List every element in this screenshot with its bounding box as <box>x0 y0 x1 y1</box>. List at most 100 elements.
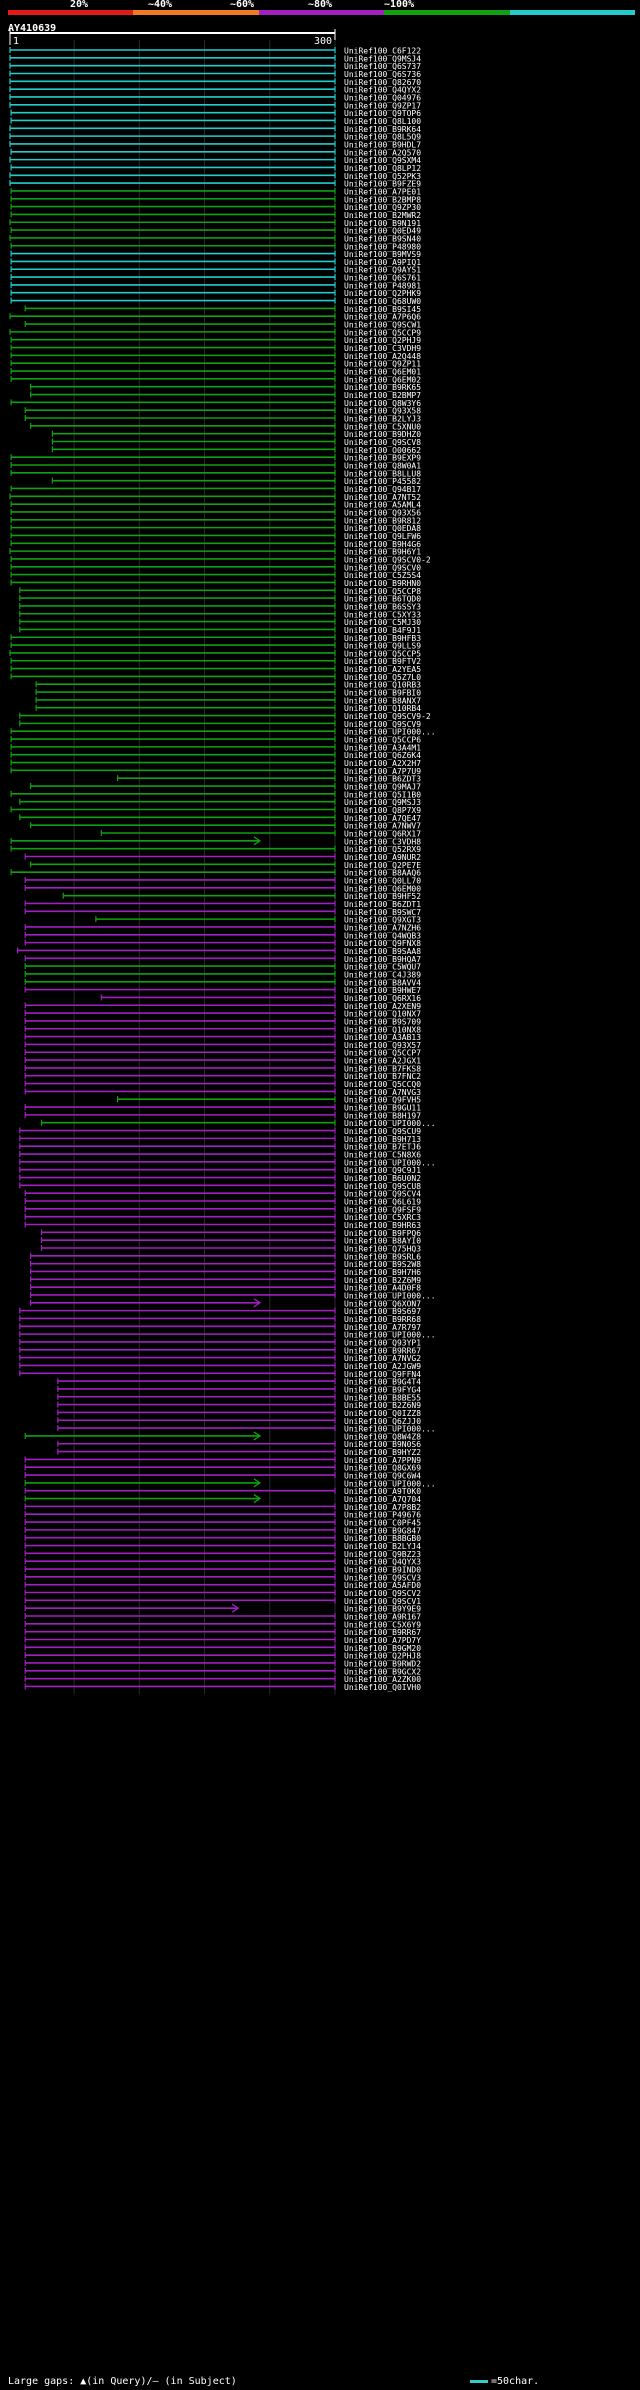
hit-label: UniRef100_B2MWR2 <box>344 211 421 220</box>
hit-label: UniRef100_Q5CCQ0 <box>344 1080 421 1089</box>
hit-label: UniRef100_C5MJ30 <box>344 618 421 627</box>
hit-label: UniRef100_B8ANX7 <box>344 696 421 705</box>
hit-label: UniRef100_B4F9J1 <box>344 626 421 635</box>
hit-label: UniRef100_C5XNU0 <box>344 422 421 431</box>
hit-label: UniRef100_C4J389 <box>344 970 421 979</box>
hit-label: UniRef100_Q9LFW6 <box>344 532 421 541</box>
hit-label: UniRef100_B9SWC7 <box>344 908 421 917</box>
hit-label: UniRef100_A9NUR2 <box>344 853 421 862</box>
hit-label: UniRef100_B9N0S6 <box>344 1440 421 1449</box>
hit-label: UniRef100_Q9FFN4 <box>344 1370 421 1379</box>
hit-label: UniRef100_Q6S736 <box>344 70 421 79</box>
hit-label: UniRef100_UPI000... <box>344 728 436 737</box>
hit-label: UniRef100_C5XRC3 <box>344 1213 421 1222</box>
hit-partial-arrow <box>253 1431 262 1441</box>
hit-label: UniRef100_B9Y9E9 <box>344 1605 421 1614</box>
hit-label: UniRef100_B9HYZ2 <box>344 1448 421 1457</box>
hit-label: UniRef100_Q6S761 <box>344 274 421 283</box>
hit-label: UniRef100_Q6L619 <box>344 1198 421 1207</box>
hit-label: UniRef100_B6ZDT3 <box>344 775 421 784</box>
hit-label: UniRef100_B2BMP7 <box>344 391 421 400</box>
hit-label: UniRef100_B8AYI0 <box>344 1237 421 1246</box>
hit-label: UniRef100_B2Z6M9 <box>344 1276 421 1285</box>
hit-label: UniRef100_Q10RB3 <box>344 681 421 690</box>
hit-label: UniRef100_Q5Z7L0 <box>344 673 421 682</box>
hit-label: UniRef100_B6SSY3 <box>344 602 421 611</box>
hit-label: UniRef100_A3A4M1 <box>344 743 421 752</box>
hit-label: UniRef100_A9T0K0 <box>344 1487 421 1496</box>
hit-label: UniRef100_Q9C6W4 <box>344 1472 421 1481</box>
hit-label: UniRef100_A2JGX1 <box>344 1057 421 1066</box>
legend-swatch-purple <box>258 10 385 15</box>
hit-label: UniRef100_B9HR63 <box>344 1221 421 1230</box>
hit-label: UniRef100_B9R812 <box>344 516 421 525</box>
hit-label: UniRef100_Q10RB4 <box>344 704 421 713</box>
hit-label: UniRef100_A7P7U9 <box>344 767 421 776</box>
hit-label: UniRef100_B9MVS9 <box>344 250 421 259</box>
hit-label: UniRef100_Q9C9J1 <box>344 1166 421 1175</box>
hit-label: UniRef100_A7Q704 <box>344 1495 421 1504</box>
hit-label: UniRef100_Q9SCW1 <box>344 321 421 330</box>
legend-label-20: 20% <box>70 0 89 10</box>
hit-label: UniRef100_Q9FNX8 <box>344 939 421 948</box>
hit-label: UniRef100_C3VDH8 <box>344 837 421 846</box>
hit-label: UniRef100_Q75HQ3 <box>344 1244 421 1253</box>
hit-label: UniRef100_A5AML4 <box>344 501 421 510</box>
hit-label: UniRef100_A2JGW9 <box>344 1362 421 1371</box>
hit-label: UniRef100_P48980 <box>344 242 421 251</box>
hit-partial-arrow <box>253 1478 262 1488</box>
hit-label: UniRef100_C5X6Y9 <box>344 1620 421 1629</box>
hit-label: UniRef100_P45582 <box>344 477 421 486</box>
hit-label: UniRef100_Q8W3Y6 <box>344 399 421 408</box>
hit-label: UniRef100_Q6EM00 <box>344 884 421 893</box>
hit-label: UniRef100_B9EXP9 <box>344 454 421 463</box>
hit-label: UniRef100_B2LYJ3 <box>344 415 421 424</box>
hit-label: UniRef100_Q9SCV9 <box>344 720 421 729</box>
hit-label: UniRef100_A7NVG2 <box>344 1354 421 1363</box>
hit-label: UniRef100_C5WQU7 <box>344 963 421 972</box>
hit-label: UniRef100_C5Z5S4 <box>344 571 421 580</box>
hit-label: UniRef100_B9RR67 <box>344 1628 421 1637</box>
hit-label: UniRef100_UPI000... <box>344 1425 436 1434</box>
hit-label: UniRef100_Q9ZP11 <box>344 360 421 369</box>
hit-label: UniRef100_A3AB13 <box>344 1033 421 1042</box>
hit-label: UniRef100_Q9ZP30 <box>344 203 421 212</box>
hit-label: UniRef100_Q8P7X9 <box>344 806 421 815</box>
legend-label-60: ~60% <box>230 0 255 10</box>
legend-label-80: ~80% <box>308 0 333 10</box>
hit-label: UniRef100_A7NWV7 <box>344 822 421 831</box>
hit-label: UniRef100_B9SAA8 <box>344 947 421 956</box>
hit-label: UniRef100_B9H713 <box>344 1135 421 1144</box>
hit-label: UniRef100_Q8L100 <box>344 117 421 126</box>
hit-label: UniRef100_B7ETJ6 <box>344 1143 421 1152</box>
hit-label: UniRef100_B9HDL7 <box>344 140 421 149</box>
hit-label: UniRef100_Q52RX9 <box>344 845 421 854</box>
hit-label: UniRef100_A2Q570 <box>344 148 421 157</box>
hit-label: UniRef100_B8BE55 <box>344 1393 421 1402</box>
hit-label: UniRef100_B9N191 <box>344 219 421 228</box>
hit-label: UniRef100_C3VDH9 <box>344 344 421 353</box>
hit-label: UniRef100_B9HF52 <box>344 892 421 901</box>
hit-label: UniRef100_Q6EM02 <box>344 375 421 384</box>
hit-label: UniRef100_Q9SCV2 <box>344 1589 421 1598</box>
hit-label: UniRef100_B2Z6N9 <box>344 1401 421 1410</box>
hit-label: UniRef100_UPI000... <box>344 1291 436 1300</box>
hit-label: UniRef100_B9H7H6 <box>344 1268 421 1277</box>
hit-label: UniRef100_A2ZK00 <box>344 1675 421 1684</box>
hit-label: UniRef100_B2LYJ4 <box>344 1542 421 1551</box>
hit-label: UniRef100_B8AVV4 <box>344 978 421 987</box>
hit-label: UniRef100_B9S697 <box>344 1307 421 1316</box>
gaps-note: Large gaps: ▲(in Query)/— (in Subject) <box>8 2376 237 2387</box>
hit-label: UniRef100_Q04976 <box>344 93 421 102</box>
hit-label: UniRef100_B8BGB0 <box>344 1534 421 1543</box>
hit-label: UniRef100_Q9SCV8 <box>344 438 421 447</box>
hit-label: UniRef100_Q2PHJ9 <box>344 336 421 345</box>
hit-label: UniRef100_Q10NX8 <box>344 1025 421 1034</box>
hit-partial-arrow <box>253 1298 262 1308</box>
hit-label: UniRef100_Q9MSJ4 <box>344 54 421 63</box>
hit-label: UniRef100_B9FZE9 <box>344 180 421 189</box>
scale-note: =50char. <box>470 2377 539 2387</box>
scale-swatch <box>470 2379 488 2383</box>
hit-label: UniRef100_Q0IVH0 <box>344 1683 421 1692</box>
hit-label: UniRef100_C0PF45 <box>344 1519 421 1528</box>
